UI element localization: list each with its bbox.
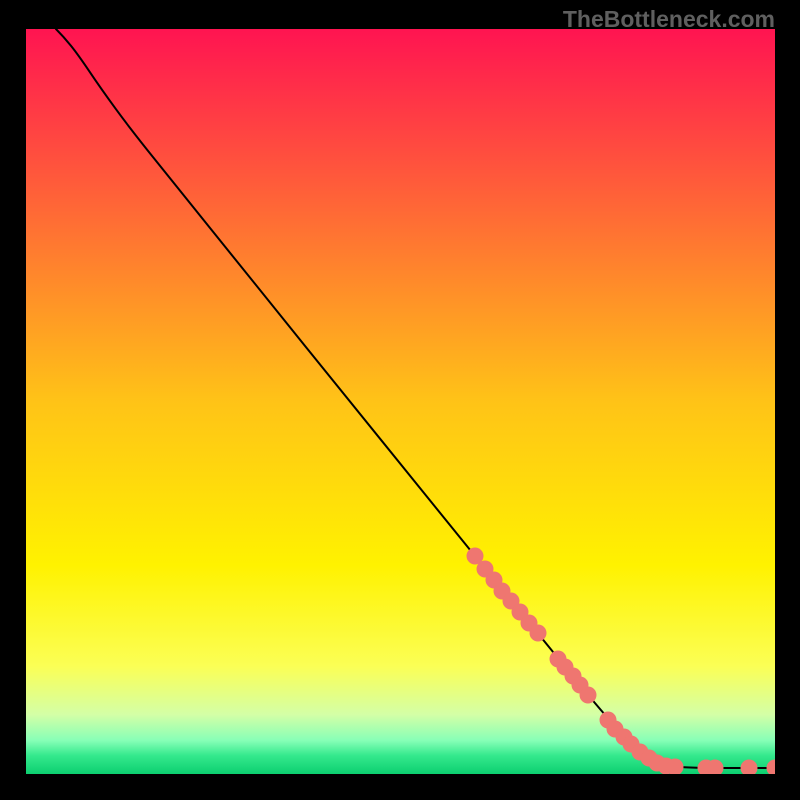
data-point bbox=[667, 759, 683, 774]
data-point bbox=[707, 760, 723, 774]
data-point bbox=[530, 625, 546, 641]
trend-curve bbox=[26, 29, 775, 774]
data-point bbox=[767, 760, 775, 774]
chart-root: TheBottleneck.com bbox=[0, 0, 800, 800]
data-point bbox=[741, 760, 757, 774]
plot-area bbox=[26, 29, 775, 774]
data-point bbox=[580, 687, 596, 703]
attribution-text: TheBottleneck.com bbox=[563, 6, 775, 33]
